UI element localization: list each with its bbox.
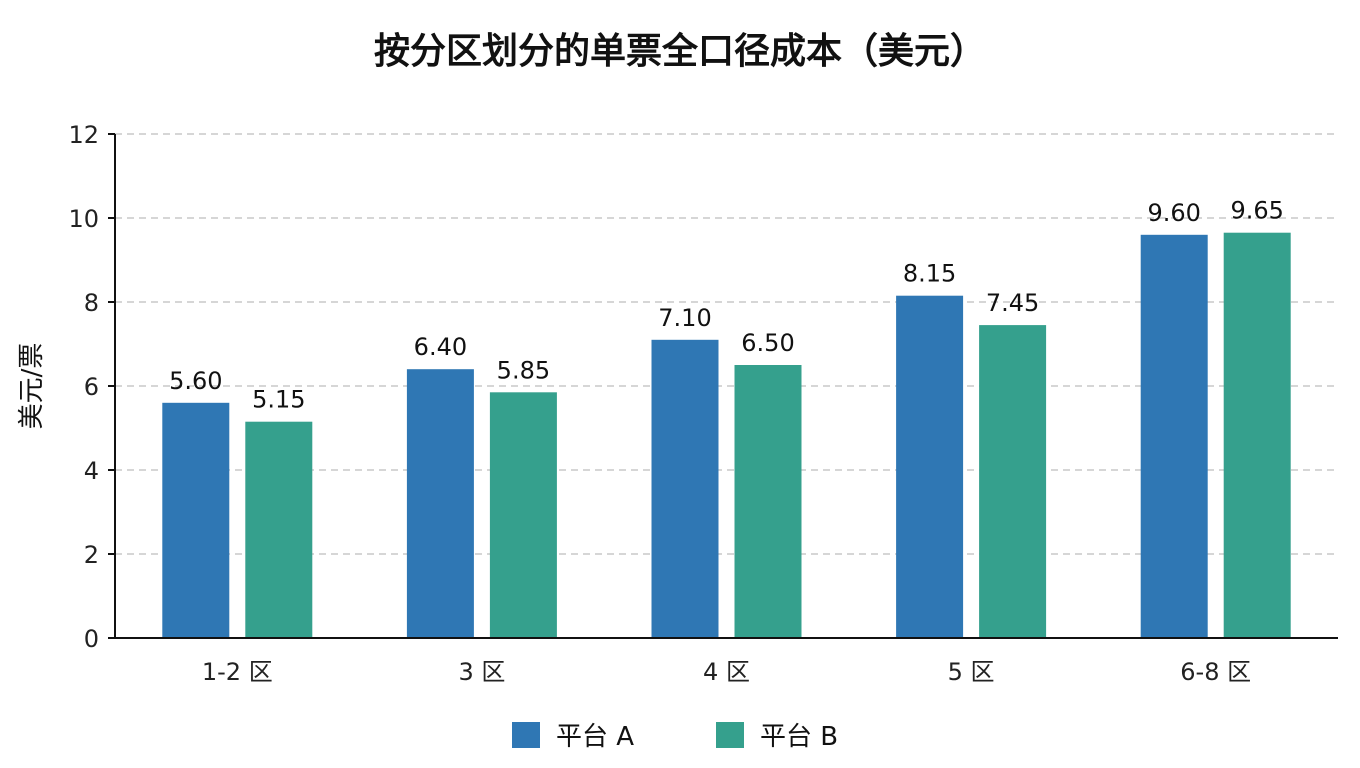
data-label: 7.10 [658, 304, 711, 332]
data-label: 7.45 [986, 289, 1039, 317]
bar [1140, 234, 1208, 639]
x-axis-ticks: 1-2 区 3 区 4 区 5 区 6-8 区 [202, 658, 1251, 686]
y-axis-ticks: 0 2 4 6 8 10 12 [68, 121, 115, 653]
legend-swatch [512, 722, 540, 748]
y-axis-label: 美元/票 [17, 343, 47, 430]
data-label: 9.65 [1230, 197, 1283, 225]
bar [406, 369, 474, 638]
y-tick-label: 8 [84, 289, 99, 317]
y-tick-label: 12 [68, 121, 99, 149]
bar [489, 392, 557, 638]
data-labels: 5.60 5.15 6.40 5.85 7.10 6.50 8.15 7.45 9.60 9.65 [169, 197, 1284, 414]
data-label: 9.60 [1147, 199, 1200, 227]
data-label: 5.15 [252, 386, 305, 414]
legend-label: 平台 A [556, 722, 634, 752]
legend-swatch [716, 722, 744, 748]
bar [979, 325, 1047, 638]
x-tick-label: 4 区 [703, 658, 750, 686]
chart-title: 按分区划分的单票全口径成本（美元） [373, 31, 986, 72]
y-tick-label: 0 [84, 625, 99, 653]
bar [1223, 232, 1291, 638]
x-tick-label: 1-2 区 [202, 658, 273, 686]
legend-label: 平台 B [760, 722, 838, 752]
x-tick-label: 3 区 [458, 658, 505, 686]
y-tick-label: 4 [84, 457, 99, 485]
data-label: 5.85 [497, 356, 550, 384]
y-tick-label: 2 [84, 541, 99, 569]
x-tick-label: 5 区 [948, 658, 995, 686]
x-tick-label: 6-8 区 [1180, 658, 1251, 686]
bar [162, 402, 230, 638]
bar [651, 339, 719, 638]
bar [245, 421, 313, 638]
data-label: 6.50 [741, 329, 794, 357]
y-tick-label: 10 [68, 205, 99, 233]
y-tick-label: 6 [84, 373, 99, 401]
data-label: 8.15 [903, 260, 956, 288]
legend: 平台 A 平台 B [512, 722, 838, 752]
bars [162, 232, 1291, 639]
bar [734, 365, 802, 638]
data-label: 5.60 [169, 367, 222, 395]
bar [896, 295, 964, 638]
data-label: 6.40 [414, 333, 467, 361]
